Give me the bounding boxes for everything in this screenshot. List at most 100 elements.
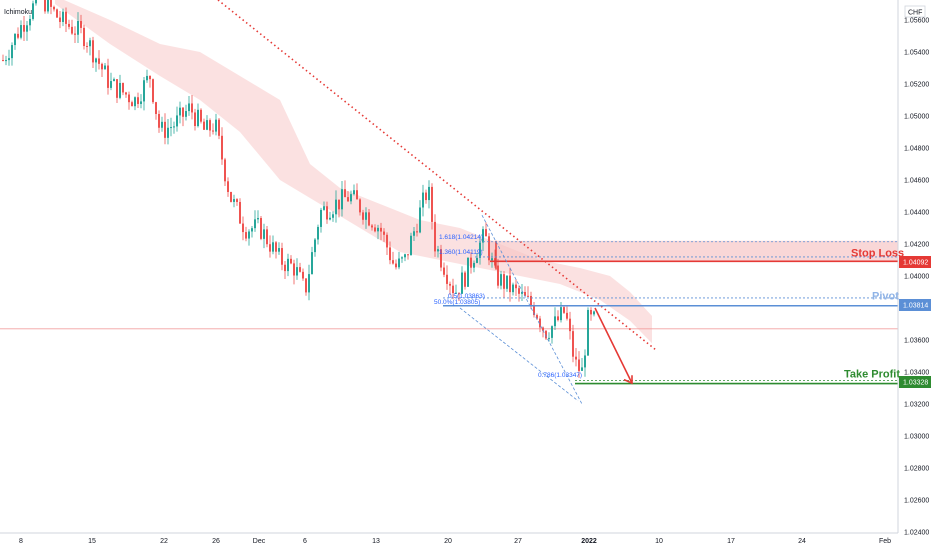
candle-body	[107, 65, 109, 88]
candle-body	[419, 207, 421, 233]
candle-body	[560, 307, 562, 321]
x-tick-label: Feb	[879, 538, 891, 545]
price-axis[interactable]	[898, 0, 932, 550]
candle-body	[467, 257, 469, 287]
candle-body	[260, 218, 262, 239]
candle-body	[347, 197, 349, 202]
candlesticks	[2, 0, 595, 378]
candle-body	[575, 356, 577, 360]
candle-body	[536, 315, 538, 319]
x-tick-label: 13	[372, 538, 380, 545]
candle-body	[416, 231, 418, 233]
take-profit-price: 1.03328	[903, 380, 928, 387]
candle-body	[593, 311, 595, 315]
candle-body	[431, 186, 433, 222]
projection-arrowhead	[623, 375, 633, 385]
candle-body	[308, 274, 310, 293]
candle-body	[299, 267, 301, 272]
x-tick-label: 24	[798, 538, 806, 545]
candle-body	[407, 254, 409, 256]
candle-body	[14, 33, 16, 46]
candle-body	[383, 231, 385, 235]
candle-body	[101, 63, 103, 70]
indicator-name[interactable]: Ichimoku	[4, 9, 32, 16]
candle-body	[497, 265, 499, 286]
candle-body	[452, 285, 454, 294]
candle-body	[317, 226, 319, 240]
candle-body	[266, 229, 268, 245]
candle-body	[341, 189, 343, 210]
candle-body	[554, 316, 556, 327]
candle-body	[29, 18, 31, 26]
candle-body	[500, 274, 502, 286]
candle-body	[323, 206, 325, 210]
y-tick-label: 1.04000	[904, 274, 929, 281]
candle-body	[578, 359, 580, 371]
candle-body	[137, 97, 139, 104]
y-tick-labels: 1.05600 1.05400 1.05200 1.05000 1.04800 1.046…	[904, 18, 929, 537]
candle-body	[296, 267, 298, 276]
candle-body	[587, 309, 589, 356]
candle-body	[368, 212, 370, 226]
candle-body	[524, 291, 526, 296]
y-tick-label: 1.05000	[904, 114, 929, 121]
fib-label-0786: 0.786(1.03347)	[538, 372, 582, 379]
candle-body	[62, 11, 64, 22]
x-tick-label: 6	[303, 538, 307, 545]
candle-body	[449, 283, 451, 286]
candle-body	[143, 80, 145, 102]
candle-body	[371, 225, 373, 228]
candle-body	[293, 263, 295, 276]
currency-label: CHF	[908, 10, 922, 17]
candle-body	[479, 242, 481, 258]
candle-body	[89, 40, 91, 47]
stop-loss-price-tag	[899, 256, 931, 268]
pivot-label: Pivot	[872, 291, 899, 303]
candle-body	[206, 120, 208, 130]
candle-body	[245, 232, 247, 239]
stop-loss-price: 1.04092	[903, 260, 928, 267]
candle-body	[512, 284, 514, 293]
candle-body	[425, 192, 427, 201]
candle-body	[422, 192, 424, 208]
candle-body	[287, 258, 289, 272]
candle-body	[359, 199, 361, 213]
y-tick-label: 1.05600	[904, 18, 929, 25]
candle-body	[569, 318, 571, 332]
candle-body	[461, 272, 463, 294]
y-tick-label: 1.02600	[904, 498, 929, 505]
candle-body	[65, 11, 67, 24]
candle-body	[20, 25, 22, 38]
projection-arrow	[594, 307, 633, 384]
candle-body	[173, 126, 175, 128]
candle-body	[17, 33, 19, 38]
candle-body	[314, 239, 316, 253]
candle-body	[344, 189, 346, 198]
candle-body	[269, 244, 271, 252]
y-tick-label: 1.02400	[904, 530, 929, 537]
candle-body	[320, 209, 322, 227]
candle-body	[566, 312, 568, 319]
candle-body	[212, 130, 214, 132]
candle-body	[53, 6, 55, 10]
x-tick-label: 8	[19, 538, 23, 545]
candle-body	[470, 257, 472, 268]
candle-body	[473, 262, 475, 268]
candle-body	[338, 199, 340, 210]
candle-body	[281, 248, 283, 265]
candle-body	[98, 58, 100, 64]
candle-body	[194, 112, 196, 127]
candle-body	[80, 21, 82, 28]
candle-body	[389, 247, 391, 261]
candle-body	[257, 218, 259, 220]
candle-body	[398, 258, 400, 268]
fib-diagonal-a	[481, 215, 583, 405]
candle-body	[305, 278, 307, 293]
candle-body	[404, 254, 406, 258]
candle-body	[455, 292, 457, 294]
candle-body	[83, 27, 85, 47]
candle-body	[302, 271, 304, 279]
candle-body	[149, 75, 151, 80]
candle-body	[365, 212, 367, 220]
